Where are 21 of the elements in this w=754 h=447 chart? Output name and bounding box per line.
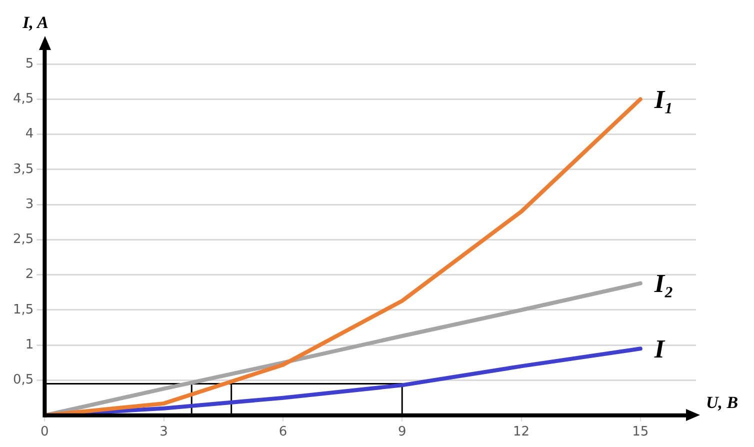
x-tick-label: 3 [160, 424, 168, 440]
series-label: I [653, 334, 666, 364]
series-label: I₁ [653, 84, 674, 114]
x-tick-label: 12 [512, 424, 530, 440]
y-tick-label: 4,5 [12, 92, 34, 107]
y-tick-label: 1 [25, 338, 34, 353]
y-tick-label: 2,5 [12, 232, 34, 248]
series-label: I₂ [653, 269, 674, 298]
y-tick-label: 3 [25, 196, 34, 212]
y-tick-label: 3,5 [12, 162, 34, 177]
x-tick-label: 0 [40, 424, 49, 440]
x-tick-label: 15 [632, 424, 649, 440]
y-axis-title: I, A [22, 12, 48, 32]
y-tick-label: 2 [25, 267, 34, 282]
x-axis-title: U, B [706, 392, 738, 412]
y-tick-label: 4 [25, 126, 34, 142]
y-tick-label: 0,5 [12, 372, 34, 388]
x-tick-label: 9 [398, 424, 406, 440]
x-tick-label: 6 [278, 424, 288, 440]
y-tick-label: 1,5 [12, 302, 34, 318]
y-tick-label: 5 [25, 56, 34, 72]
